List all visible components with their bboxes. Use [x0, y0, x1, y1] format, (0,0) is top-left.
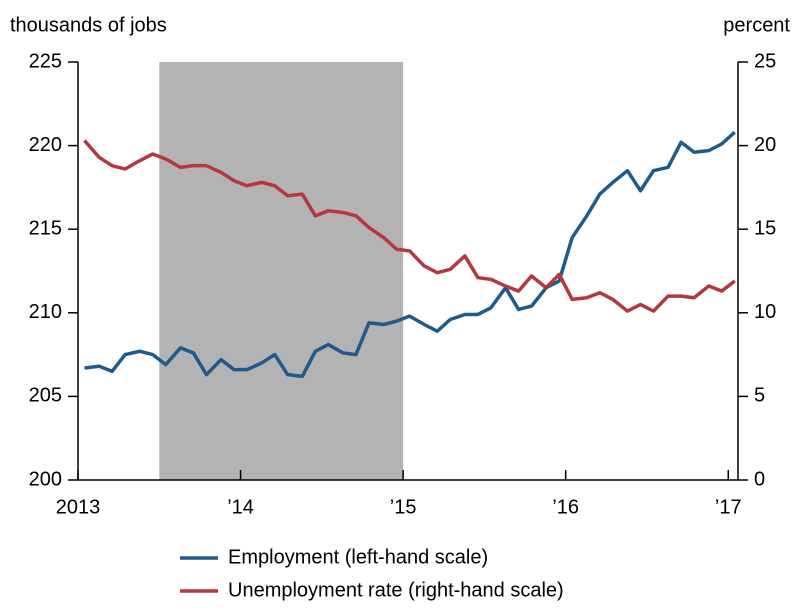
- y-tick-label: 220: [29, 134, 62, 156]
- x-tick-label: 2013: [56, 496, 101, 518]
- y2-axis-label: percent: [723, 14, 790, 36]
- series-line: [84, 130, 736, 379]
- y2-tick-label: 20: [754, 134, 776, 156]
- y-axis-label: thousands of jobs: [10, 14, 167, 36]
- x-tick-label: ’15: [390, 496, 417, 518]
- y2-tick-label: 15: [754, 217, 776, 239]
- x-tick-label: ’14: [227, 496, 254, 518]
- y2-tick-label: 10: [754, 301, 776, 323]
- y-tick-label: 200: [29, 468, 62, 490]
- y2-tick-label: 0: [754, 468, 765, 490]
- series-line: [83, 139, 736, 313]
- x-tick-label: ’17: [715, 496, 742, 518]
- legend-label: Employment (left-hand scale): [228, 546, 488, 568]
- shaded-range: [159, 62, 404, 480]
- y-tick-label: 210: [29, 301, 62, 323]
- y-tick-label: 205: [29, 385, 62, 407]
- legend-label: Unemployment rate (right-hand scale): [228, 579, 564, 601]
- y-tick-label: 225: [29, 50, 62, 72]
- y-tick-label: 215: [29, 217, 62, 239]
- y2-tick-label: 25: [754, 50, 776, 72]
- x-tick-label: ’16: [552, 496, 579, 518]
- y2-tick-label: 5: [754, 385, 765, 407]
